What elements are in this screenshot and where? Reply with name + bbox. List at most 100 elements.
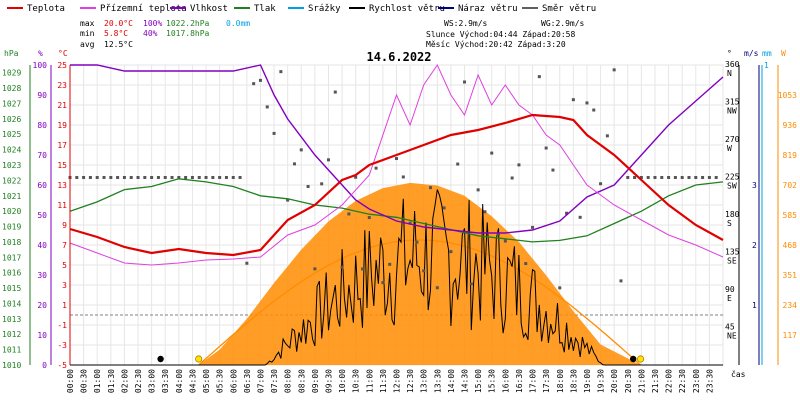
time-tick-label: 18:30 (569, 369, 578, 393)
direction-compass-label: E (727, 294, 732, 303)
wind-sun-info: WS:2.9m/s WG:2.9m/s Slunce Východ:04:44 … (426, 19, 585, 49)
wind-direction-point (449, 250, 453, 254)
direction-compass-label: SE (727, 257, 737, 266)
wind-direction-point (75, 176, 79, 179)
time-tick-label: 12:00 (393, 369, 402, 393)
moonrise-marker (630, 355, 637, 363)
wind-direction-point (626, 176, 630, 179)
pressure-tick-label: 1012 (2, 330, 21, 339)
time-tick-label: 11:30 (379, 369, 388, 393)
wind-direction-point (109, 176, 113, 179)
pressure-tick-label: 1020 (2, 207, 21, 216)
stat-avg-label: avg (80, 40, 95, 49)
humidity-tick-label: 80 (37, 121, 47, 130)
solar-tick-label: 585 (783, 211, 798, 220)
time-tick-label: 07:30 (270, 369, 279, 393)
wind-direction-point (694, 176, 698, 179)
wind-direction-point (252, 82, 256, 86)
unit-pct: % (38, 49, 43, 58)
wind-speed-info: WS:2.9m/s (444, 19, 488, 28)
temperature-tick-label: -3 (57, 341, 67, 350)
pressure-line (69, 178, 724, 243)
temperature-tick-label: 5 (62, 261, 67, 270)
direction-degree-label: 360 (725, 60, 740, 69)
wind-direction-point (408, 221, 412, 225)
pressure-tick-label: 1028 (2, 84, 21, 93)
time-tick-label: 04:30 (188, 369, 197, 393)
wind-direction-point (340, 265, 344, 269)
solar-tick-label: 468 (783, 241, 798, 250)
pressure-tick-label: 1010 (2, 361, 21, 370)
wind-direction-point (442, 206, 446, 210)
wind-direction-point (354, 175, 358, 179)
sun-elevation-line (198, 239, 642, 366)
time-tick-label: 15:00 (474, 369, 483, 393)
temperature-tick-label: 13 (57, 181, 67, 190)
wind-direction-point (279, 70, 283, 74)
wind-direction-point (435, 286, 439, 290)
time-tick-label: 23:30 (705, 369, 714, 393)
pressure-tick-label: 1018 (2, 238, 21, 247)
pressure-tick-label: 1019 (2, 223, 21, 232)
wind-direction-point (646, 176, 650, 179)
wind-direction-point (238, 176, 242, 179)
pressure-tick-label: 1029 (2, 69, 21, 78)
time-tick-label: 06:00 (229, 369, 238, 393)
wind-speed-line (70, 189, 723, 366)
time-tick-label: 17:30 (542, 369, 551, 393)
temperature-tick-label: 15 (57, 161, 67, 170)
time-tick-label: 01:30 (107, 369, 116, 393)
direction-degree-label: 180 (725, 210, 740, 219)
wind-direction-point (122, 176, 126, 179)
temperature-tick-label: 17 (57, 141, 67, 150)
wind-speed-tick-label: 2 (752, 241, 757, 250)
stat-min-temp: 5.8°C (104, 29, 128, 38)
wind-direction-point (503, 239, 507, 243)
wind-direction-point (286, 198, 290, 202)
temperature-tick-label: 1 (62, 301, 67, 310)
wind-direction-point (218, 176, 222, 179)
time-tick-label: 00:30 (80, 369, 89, 393)
legend-label: Vlhkost (190, 4, 228, 14)
time-tick-label: 01:00 (93, 369, 102, 393)
wind-direction-point (347, 212, 351, 216)
temperature-tick-label: 11 (57, 201, 67, 210)
time-tick-label: 07:00 (257, 369, 266, 393)
time-tick-label: 03:30 (161, 369, 170, 393)
wind-direction-point (660, 176, 664, 179)
sunrise-marker (195, 355, 203, 363)
wind-direction-point (116, 176, 120, 179)
unit-mm: mm (762, 49, 772, 58)
wind-direction-point (422, 269, 426, 273)
unit-w: W (781, 49, 786, 58)
wind-direction-point (653, 176, 657, 179)
unit-c: °C (58, 49, 68, 58)
stat-min-press: 1017.8hPa (166, 29, 210, 38)
wind-direction-point (143, 176, 147, 179)
legend-label: Teplota (27, 4, 65, 14)
pressure-tick-label: 1024 (2, 146, 21, 155)
humidity-tick-label: 20 (37, 301, 47, 310)
humidity-tick-label: 60 (37, 181, 47, 190)
time-tick-label: 13:30 (433, 369, 442, 393)
wind-speed-tick-label: 1 (752, 301, 757, 310)
wind-direction-point (605, 134, 609, 138)
pressure-tick-label: 1017 (2, 253, 21, 262)
time-tick-label: 10:00 (338, 369, 347, 393)
wind-direction-point (687, 176, 691, 179)
wind-direction-point (320, 182, 324, 186)
time-tick-label: 02:30 (134, 369, 143, 393)
wind-direction-point (483, 210, 487, 214)
wind-direction-point (667, 176, 671, 179)
wind-direction-point (429, 186, 433, 190)
direction-degree-label: 315 (725, 98, 740, 107)
wind-direction-point (272, 131, 276, 135)
solar-tick-label: 234 (783, 301, 798, 310)
wind-direction-point (415, 240, 419, 244)
temperature-tick-label: -1 (57, 321, 67, 330)
temperature-tick-label: -5 (57, 361, 67, 370)
wind-direction-point (701, 176, 705, 179)
legend-label: Přízemní teplota (100, 4, 187, 14)
time-tick-label: 04:00 (175, 369, 184, 393)
pressure-tick-label: 1014 (2, 299, 21, 308)
